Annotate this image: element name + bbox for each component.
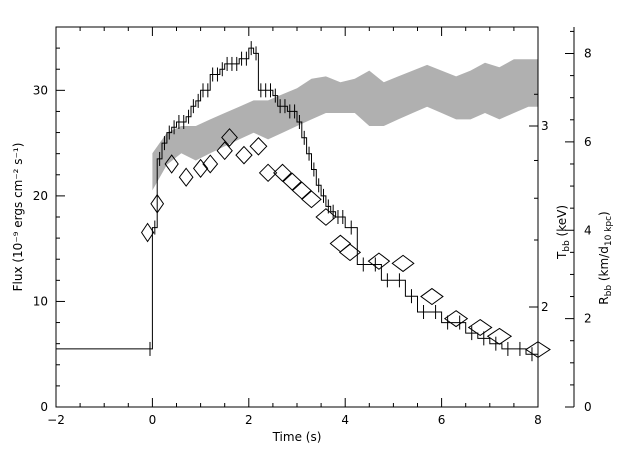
y-axis-right-radius: 0 2 4 6 8: [565, 27, 592, 414]
radius-tick-label: 0: [584, 400, 592, 414]
x-axis-label: Time (s): [272, 430, 322, 444]
x-axis: −2 0 2 4 6 8: [47, 27, 542, 427]
radius-diamond-marker: [443, 310, 469, 328]
y-axis-label-temperature: Tbb (keV): [555, 205, 572, 260]
radius-diamond-marker: [367, 252, 391, 270]
temperature-band-area: [152, 59, 538, 191]
y-axis-label-radius: Rbb (km/d10 kpc): [597, 211, 614, 304]
radius-diamond-marker: [291, 181, 312, 200]
radius-diamond-marker: [150, 193, 165, 214]
radius-diamond-marker: [338, 243, 362, 262]
y-tick-label: 10: [33, 294, 48, 308]
y-axis-left: 0 10 20 30: [33, 47, 65, 414]
radius-diamond-marker: [221, 128, 238, 147]
y-axis-right-temperature: 23: [529, 93, 549, 314]
temperature-tick-label: 3: [541, 119, 549, 133]
x-tick-label: 8: [534, 413, 542, 427]
radius-diamond-marker: [192, 158, 209, 178]
x-tick-label: 2: [245, 413, 253, 427]
radius-diamond-marker: [282, 172, 302, 191]
radius-diamond-marker: [178, 167, 194, 187]
y-tick-label: 30: [33, 83, 48, 97]
radius-diamond-marker: [315, 208, 337, 226]
radius-diamond-marker: [391, 254, 415, 273]
radius-diamond-marker: [249, 137, 268, 156]
temperature-band: [152, 59, 538, 191]
radius-tick-label: 6: [584, 135, 592, 149]
radius-diamond-marker: [202, 154, 219, 174]
flux-step-line: [56, 47, 538, 355]
radius-diamond-marker: [329, 234, 352, 253]
radius-diamond-marker: [273, 163, 293, 182]
y-tick-label: 20: [33, 189, 48, 203]
temperature-tick-label: 2: [541, 300, 549, 314]
radius-diamond-marker: [258, 163, 278, 183]
radius-diamond-marker: [164, 154, 179, 174]
x-tick-label: 0: [149, 413, 157, 427]
radius-tick-label: 4: [584, 223, 592, 237]
radius-diamond-marker: [301, 190, 322, 209]
radius-diamond-marker: [467, 318, 493, 336]
radius-diamond-marker: [140, 222, 155, 243]
x-tick-label: −2: [47, 413, 65, 427]
radius-tick-label: 8: [584, 47, 592, 61]
radius-tick-label: 2: [584, 312, 592, 326]
radius-diamond-marker: [216, 141, 233, 161]
x-tick-label: 6: [438, 413, 446, 427]
radius-diamond-marker: [235, 145, 253, 165]
radius-diamond-marker: [420, 287, 444, 306]
y-tick-label: 0: [40, 400, 48, 414]
y-axis-label-left: Flux (10⁻⁹ ergs cm⁻² s⁻¹): [11, 143, 25, 292]
radius-diamond-marker: [486, 327, 513, 345]
radius-diamond-series: [140, 128, 551, 358]
x-tick-label: 4: [341, 413, 349, 427]
flux-step-series: [56, 41, 539, 362]
